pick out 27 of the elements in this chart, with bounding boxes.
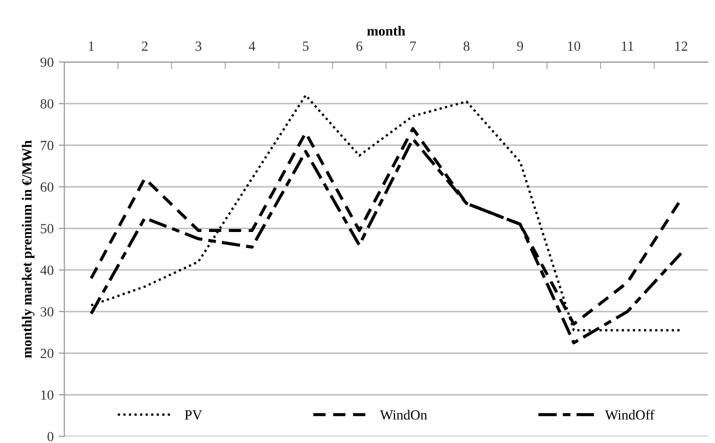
- y-tick-label: 10: [41, 390, 54, 400]
- y-tick-label: 80: [40, 99, 54, 109]
- x-tick-label: 8: [464, 41, 470, 51]
- x-tick-label: 3: [196, 42, 202, 51]
- y-tick-label: 0: [48, 432, 54, 442]
- x-tick-label: 4: [248, 42, 256, 51]
- y-axis-title: monthly market premium in €/MWh: [22, 140, 34, 358]
- x-tick-label: 5: [303, 42, 309, 51]
- x-axis-title: month: [367, 26, 406, 36]
- y-tick-label: 50: [40, 224, 54, 234]
- x-tick-label: 2: [142, 42, 148, 51]
- x-tick-label: 9: [517, 42, 524, 51]
- y-tick-label: 70: [40, 140, 54, 150]
- legend-label: WindOff: [605, 410, 654, 420]
- legend-label: PV: [184, 410, 202, 420]
- y-tick-label: 20: [40, 348, 54, 358]
- x-tick-label: 7: [410, 42, 416, 51]
- y-tick-label: 60: [40, 182, 54, 192]
- y-tick-label: 40: [40, 266, 54, 275]
- x-tick-label: 12: [675, 42, 688, 51]
- x-tick-label: 6: [356, 42, 362, 51]
- x-tick-label: 10: [568, 41, 580, 51]
- y-tick-label: 90: [40, 58, 54, 67]
- legend-label: WindOn: [380, 410, 428, 420]
- x-tick-label: 11: [622, 42, 634, 51]
- y-tick-label: 30: [40, 307, 54, 317]
- x-tick-label: 1: [88, 42, 94, 51]
